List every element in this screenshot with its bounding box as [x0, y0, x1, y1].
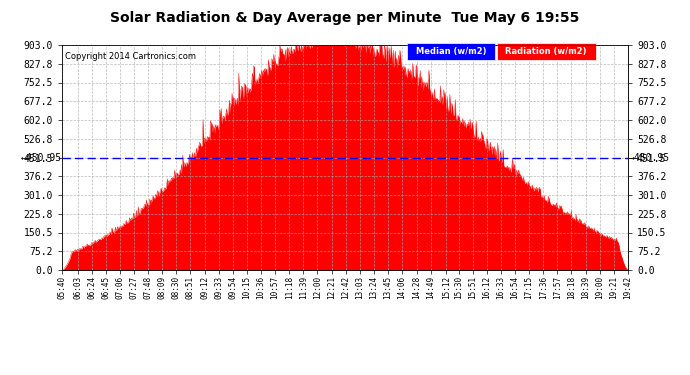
Text: ←450.95: ←450.95 — [21, 153, 61, 163]
Text: Median (w/m2): Median (w/m2) — [416, 47, 486, 56]
Text: Radiation (w/m2): Radiation (w/m2) — [505, 47, 587, 56]
Text: Copyright 2014 Cartronics.com: Copyright 2014 Cartronics.com — [65, 52, 196, 61]
Bar — [497, 43, 595, 60]
Bar — [407, 43, 495, 60]
Text: Solar Radiation & Day Average per Minute  Tue May 6 19:55: Solar Radiation & Day Average per Minute… — [110, 11, 580, 25]
Text: →450.95: →450.95 — [629, 153, 669, 163]
